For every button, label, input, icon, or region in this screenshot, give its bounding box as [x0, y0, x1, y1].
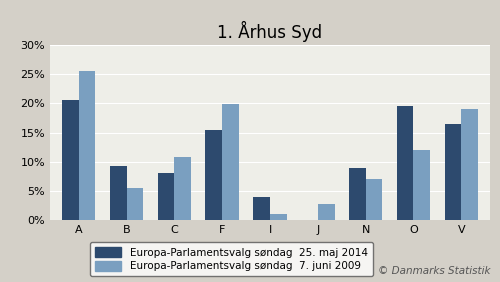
Bar: [174, 157, 191, 220]
Bar: [318, 204, 334, 220]
Bar: [414, 150, 430, 220]
Bar: [110, 166, 126, 220]
Bar: [126, 188, 144, 220]
Bar: [349, 168, 366, 220]
Text: © Danmarks Statistik: © Danmarks Statistik: [378, 266, 490, 276]
Bar: [444, 124, 462, 220]
Bar: [62, 100, 78, 220]
Bar: [270, 214, 286, 220]
Bar: [158, 173, 174, 220]
Bar: [366, 179, 382, 220]
Title: 1. Århus Syd: 1. Århus Syd: [218, 21, 322, 42]
Bar: [396, 106, 413, 220]
Legend: Europa-Parlamentsvalg søndag  25. maj 2014, Europa-Parlamentsvalg søndag  7. jun: Europa-Parlamentsvalg søndag 25. maj 201…: [90, 242, 373, 276]
Bar: [206, 130, 222, 220]
Bar: [254, 197, 270, 220]
Bar: [78, 71, 96, 220]
Bar: [462, 109, 478, 220]
Bar: [222, 104, 239, 220]
